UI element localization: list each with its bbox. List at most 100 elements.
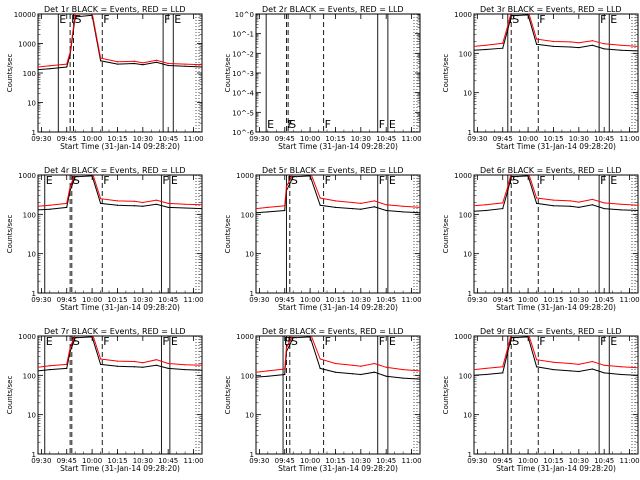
marker-label: E: [171, 174, 178, 187]
y-tick-label: 10^-3: [232, 70, 254, 78]
x-tick-label: 09:30: [467, 457, 487, 465]
series-point-lld: [167, 62, 169, 65]
plot-frame: [255, 335, 421, 455]
series-point-lld: [591, 198, 593, 200]
series-point-events: [373, 206, 375, 208]
y-tick-label: 10000: [14, 11, 36, 19]
series-point-events: [535, 366, 538, 368]
series-point-events: [74, 337, 76, 339]
series-point-lld: [38, 366, 39, 368]
series-point-events: [552, 205, 555, 207]
series-point-events: [142, 64, 144, 66]
series-point-lld: [474, 205, 475, 207]
series-point-events: [402, 211, 404, 213]
x-axis-label: Start Time (31-Jan-14 09:28:20): [60, 464, 180, 473]
series-line-lld: [474, 14, 638, 47]
series-point-events: [485, 373, 487, 376]
series-point-lld: [155, 359, 157, 361]
series-point-lld: [69, 51, 71, 53]
series-point-lld: [591, 40, 593, 42]
series-point-events: [507, 351, 509, 353]
series-point-events: [474, 374, 475, 376]
marker-label: F: [162, 335, 168, 348]
series-point-events: [201, 207, 202, 210]
y-tick-label: 1000: [18, 172, 36, 180]
series-point-events: [502, 372, 504, 374]
series-point-events: [292, 337, 294, 339]
series-point-events: [116, 204, 119, 206]
series-point-lld: [267, 370, 269, 372]
x-tick-label: 11:00: [183, 135, 203, 143]
series-point-lld: [334, 200, 337, 202]
series-point-lld: [474, 368, 475, 371]
series-point-events: [474, 210, 475, 212]
x-tick-label: 09:45: [57, 457, 77, 465]
marker-label: S: [75, 13, 82, 26]
series-point-events: [267, 211, 269, 213]
series-point-events: [385, 375, 387, 377]
x-tick-label: 09:30: [467, 135, 487, 143]
series-point-lld: [373, 362, 375, 365]
y-tick-label: 10: [463, 412, 472, 420]
marker-label: F: [539, 13, 545, 26]
series-point-events: [591, 44, 593, 46]
y-tick-label: 10^-4: [232, 90, 254, 98]
marker-label: F: [539, 335, 545, 348]
series-point-lld: [69, 347, 71, 349]
plot-frame: [37, 335, 203, 455]
series-point-events: [256, 212, 257, 214]
series-point-lld: [201, 64, 202, 66]
x-tick-label: 11:00: [619, 296, 639, 304]
series-line-lld: [256, 336, 420, 373]
x-tick-label: 10:15: [107, 296, 127, 304]
x-axis-label: Start Time (31-Jan-14 09:28:20): [60, 142, 180, 151]
series-point-events: [133, 62, 135, 65]
marker-label: E: [174, 13, 181, 26]
series-point-lld: [155, 59, 157, 61]
y-tick-label: 1000: [18, 41, 36, 49]
series-point-lld: [184, 63, 186, 65]
series-point-events: [620, 209, 622, 211]
y-tick-label: 100: [459, 372, 472, 380]
x-tick-label: 09:30: [249, 135, 269, 143]
series-point-events: [578, 206, 580, 209]
x-tick-label: 11:00: [401, 135, 421, 143]
series-point-events: [167, 64, 169, 67]
series-point-lld: [133, 200, 135, 202]
marker-label: F: [287, 174, 293, 187]
y-tick-label: 10: [245, 412, 254, 420]
series-point-events: [535, 43, 538, 45]
series-point-lld: [603, 364, 605, 366]
y-tick-label: 1000: [18, 333, 36, 341]
x-tick-label: 10:15: [107, 135, 127, 143]
y-tick-label: 10: [463, 251, 472, 259]
plot-frame: [37, 174, 203, 294]
series-point-lld: [133, 60, 135, 62]
plot-frame: [37, 13, 203, 133]
series-line-lld: [38, 14, 202, 68]
series-point-lld: [285, 186, 288, 188]
series-point-lld: [267, 206, 269, 209]
series-point-events: [419, 378, 420, 380]
x-axis-label: Start Time (31-Jan-14 09:28:20): [278, 142, 398, 151]
series-point-lld: [351, 364, 353, 366]
series-point-events: [569, 46, 571, 48]
series-point-events: [373, 371, 375, 373]
x-tick-label: 10:15: [107, 457, 127, 465]
series-point-lld: [620, 44, 622, 46]
x-tick-label: 09:30: [31, 135, 51, 143]
series-point-events: [49, 368, 51, 371]
series-point-lld: [591, 360, 593, 363]
x-tick-label: 10:30: [351, 457, 371, 465]
marker-label: F: [600, 174, 606, 187]
series-point-events: [603, 207, 605, 210]
series-point-events: [74, 176, 76, 178]
panel-title: Det 8r BLACK = Events, RED = LLD: [262, 327, 404, 336]
series-line-events: [38, 14, 202, 71]
y-axis-label: Counts/sec: [442, 376, 450, 415]
series-group: [38, 175, 202, 211]
x-tick-label: 10:00: [518, 135, 538, 143]
marker-label: F: [164, 13, 170, 26]
x-tick-label: 09:30: [31, 296, 51, 304]
panel-det-2: Det 2r BLACK = Events, RED = LLD 10^-6 10^…: [224, 5, 422, 151]
